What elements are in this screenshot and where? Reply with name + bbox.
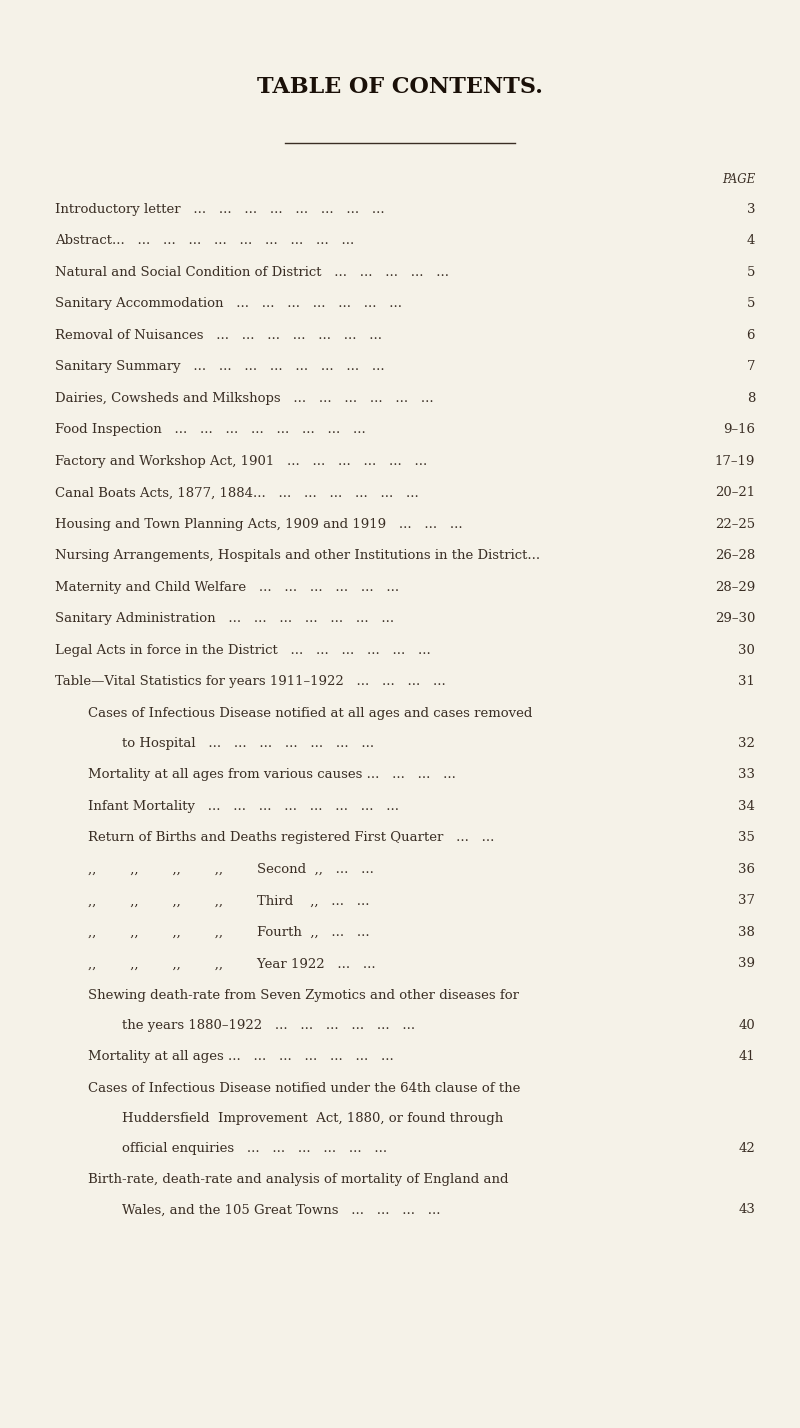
Text: 7: 7 (746, 360, 755, 374)
Text: Return of Births and Deaths registered First Quarter   ...   ...: Return of Births and Deaths registered F… (88, 831, 494, 844)
Text: Dairies, Cowsheds and Milkshops   ...   ...   ...   ...   ...   ...: Dairies, Cowsheds and Milkshops ... ... … (55, 393, 434, 406)
Text: Factory and Workshop Act, 1901   ...   ...   ...   ...   ...   ...: Factory and Workshop Act, 1901 ... ... .… (55, 456, 427, 468)
Text: 22–25: 22–25 (715, 518, 755, 531)
Text: 9–16: 9–16 (723, 424, 755, 437)
Text: 39: 39 (738, 958, 755, 971)
Text: Wales, and the 105 Great Towns   ...   ...   ...   ...: Wales, and the 105 Great Towns ... ... .… (88, 1204, 441, 1217)
Text: PAGE: PAGE (722, 173, 755, 186)
Text: 42: 42 (738, 1142, 755, 1155)
Text: Housing and Town Planning Acts, 1909 and 1919   ...   ...   ...: Housing and Town Planning Acts, 1909 and… (55, 518, 462, 531)
Text: 26–28: 26–28 (714, 550, 755, 563)
Text: 40: 40 (738, 1020, 755, 1032)
Text: Natural and Social Condition of District   ...   ...   ...   ...   ...: Natural and Social Condition of District… (55, 266, 449, 278)
Text: 30: 30 (738, 644, 755, 657)
Text: 28–29: 28–29 (714, 581, 755, 594)
Text: 29–30: 29–30 (714, 613, 755, 625)
Text: Introductory letter   ...   ...   ...   ...   ...   ...   ...   ...: Introductory letter ... ... ... ... ... … (55, 203, 385, 216)
Text: 6: 6 (746, 328, 755, 341)
Text: ,,        ,,        ,,        ,,        Second  ,,   ...   ...: ,, ,, ,, ,, Second ,, ... ... (88, 863, 374, 875)
Text: 35: 35 (738, 831, 755, 844)
Text: 32: 32 (738, 737, 755, 750)
Text: Legal Acts in force in the District   ...   ...   ...   ...   ...   ...: Legal Acts in force in the District ... … (55, 644, 430, 657)
Text: to Hospital   ...   ...   ...   ...   ...   ...   ...: to Hospital ... ... ... ... ... ... ... (88, 737, 374, 750)
Text: Shewing death-rate from Seven Zymotics and other diseases for: Shewing death-rate from Seven Zymotics a… (88, 990, 519, 1002)
Text: ,,        ,,        ,,        ,,        Fourth  ,,   ...   ...: ,, ,, ,, ,, Fourth ,, ... ... (88, 925, 370, 940)
Text: Canal Boats Acts, 1877, 1884...   ...   ...   ...   ...   ...   ...: Canal Boats Acts, 1877, 1884... ... ... … (55, 487, 418, 500)
Text: Sanitary Accommodation   ...   ...   ...   ...   ...   ...   ...: Sanitary Accommodation ... ... ... ... .… (55, 297, 402, 310)
Text: Infant Mortality   ...   ...   ...   ...   ...   ...   ...   ...: Infant Mortality ... ... ... ... ... ...… (88, 800, 399, 813)
Text: Removal of Nuisances   ...   ...   ...   ...   ...   ...   ...: Removal of Nuisances ... ... ... ... ...… (55, 328, 382, 341)
Text: Mortality at all ages ...   ...   ...   ...   ...   ...   ...: Mortality at all ages ... ... ... ... ..… (88, 1051, 394, 1064)
Text: Maternity and Child Welfare   ...   ...   ...   ...   ...   ...: Maternity and Child Welfare ... ... ... … (55, 581, 399, 594)
Text: ,,        ,,        ,,        ,,        Year 1922   ...   ...: ,, ,, ,, ,, Year 1922 ... ... (88, 958, 376, 971)
Text: Mortality at all ages from various causes ...   ...   ...   ...: Mortality at all ages from various cause… (88, 768, 456, 781)
Text: the years 1880–1922   ...   ...   ...   ...   ...   ...: the years 1880–1922 ... ... ... ... ... … (88, 1020, 415, 1032)
Text: Huddersfield  Improvement  Act, 1880, or found through: Huddersfield Improvement Act, 1880, or f… (88, 1112, 503, 1125)
Text: Sanitary Summary   ...   ...   ...   ...   ...   ...   ...   ...: Sanitary Summary ... ... ... ... ... ...… (55, 360, 385, 374)
Text: 37: 37 (738, 894, 755, 908)
Text: Food Inspection   ...   ...   ...   ...   ...   ...   ...   ...: Food Inspection ... ... ... ... ... ... … (55, 424, 366, 437)
Text: Sanitary Administration   ...   ...   ...   ...   ...   ...   ...: Sanitary Administration ... ... ... ... … (55, 613, 394, 625)
Text: 36: 36 (738, 863, 755, 875)
Text: Table—Vital Statistics for years 1911–1922   ...   ...   ...   ...: Table—Vital Statistics for years 1911–19… (55, 675, 446, 688)
Text: 33: 33 (738, 768, 755, 781)
Text: Abstract...   ...   ...   ...   ...   ...   ...   ...   ...   ...: Abstract... ... ... ... ... ... ... ... … (55, 234, 354, 247)
Text: 20–21: 20–21 (715, 487, 755, 500)
Text: 31: 31 (738, 675, 755, 688)
Text: 17–19: 17–19 (714, 456, 755, 468)
Text: TABLE OF CONTENTS.: TABLE OF CONTENTS. (257, 76, 543, 99)
Text: 3: 3 (746, 203, 755, 216)
Text: ,,        ,,        ,,        ,,        Third    ,,   ...   ...: ,, ,, ,, ,, Third ,, ... ... (88, 894, 370, 908)
Text: 8: 8 (746, 393, 755, 406)
Text: 43: 43 (738, 1204, 755, 1217)
Text: 38: 38 (738, 925, 755, 940)
Text: Nursing Arrangements, Hospitals and other Institutions in the District...: Nursing Arrangements, Hospitals and othe… (55, 550, 540, 563)
Text: Cases of Infectious Disease notified at all ages and cases removed: Cases of Infectious Disease notified at … (88, 707, 532, 720)
Text: 41: 41 (738, 1051, 755, 1064)
Text: Cases of Infectious Disease notified under the 64th clause of the: Cases of Infectious Disease notified und… (88, 1082, 520, 1095)
Text: Birth-rate, death-rate and analysis of mortality of England and: Birth-rate, death-rate and analysis of m… (88, 1174, 509, 1187)
Text: 34: 34 (738, 800, 755, 813)
Text: 5: 5 (746, 297, 755, 310)
Text: 4: 4 (746, 234, 755, 247)
Text: 5: 5 (746, 266, 755, 278)
Text: official enquiries   ...   ...   ...   ...   ...   ...: official enquiries ... ... ... ... ... .… (88, 1142, 387, 1155)
